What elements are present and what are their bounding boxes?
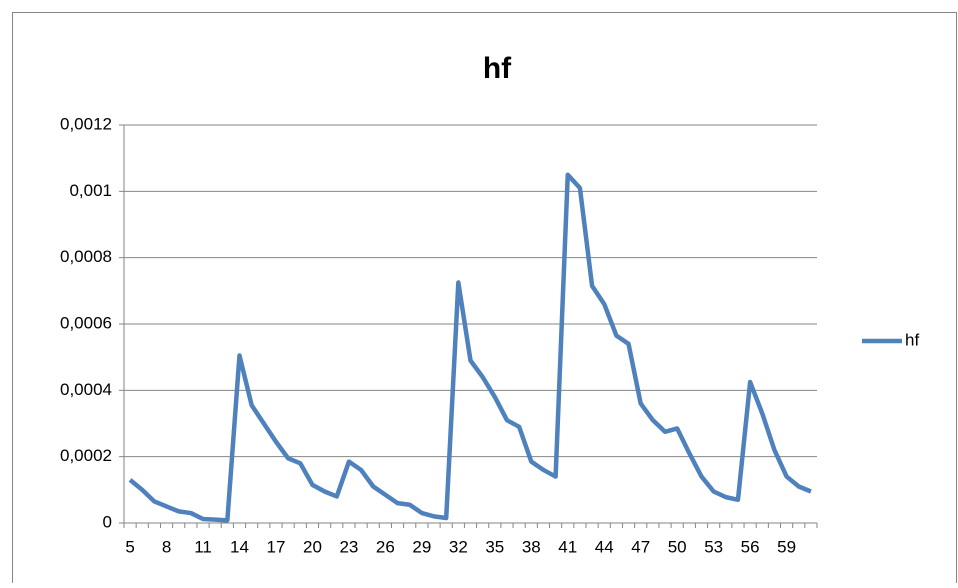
x-tick-label: 56 (741, 537, 760, 556)
y-tick-label: 0 (103, 512, 112, 531)
x-tick-label: 5 (125, 537, 134, 556)
x-tick-label: 50 (668, 537, 687, 556)
x-tick-label: 32 (449, 537, 468, 556)
x-tick-label: 11 (194, 537, 212, 556)
y-tick-label: 0,0012 (60, 114, 112, 133)
y-tick-label: 0,0008 (60, 247, 112, 266)
y-tick-label: 0,0006 (60, 313, 112, 332)
x-tick-label: 14 (230, 537, 249, 556)
y-tick-label: 0,0004 (60, 380, 112, 399)
x-tick-label: 29 (412, 537, 431, 556)
x-tick-label: 20 (303, 537, 322, 556)
chart-border (12, 12, 957, 588)
x-tick-label: 38 (522, 537, 541, 556)
x-tick-label: 35 (485, 537, 504, 556)
y-tick-label: 0,0002 (60, 446, 112, 465)
x-tick-label: 53 (704, 537, 723, 556)
x-tick-label: 17 (267, 537, 286, 556)
x-tick-label: 47 (631, 537, 650, 556)
x-tick-label: 41 (558, 537, 577, 556)
data-line (128, 172, 812, 523)
x-tick-label: 44 (595, 537, 614, 556)
legend-label: hf (905, 330, 919, 349)
x-tick-label: 23 (339, 537, 358, 556)
y-tick-label: 0,001 (69, 181, 112, 200)
x-tick-label: 26 (376, 537, 395, 556)
chart-title: hf (483, 52, 512, 85)
x-tick-label: 8 (162, 537, 171, 556)
x-tick-label: 59 (777, 537, 796, 556)
